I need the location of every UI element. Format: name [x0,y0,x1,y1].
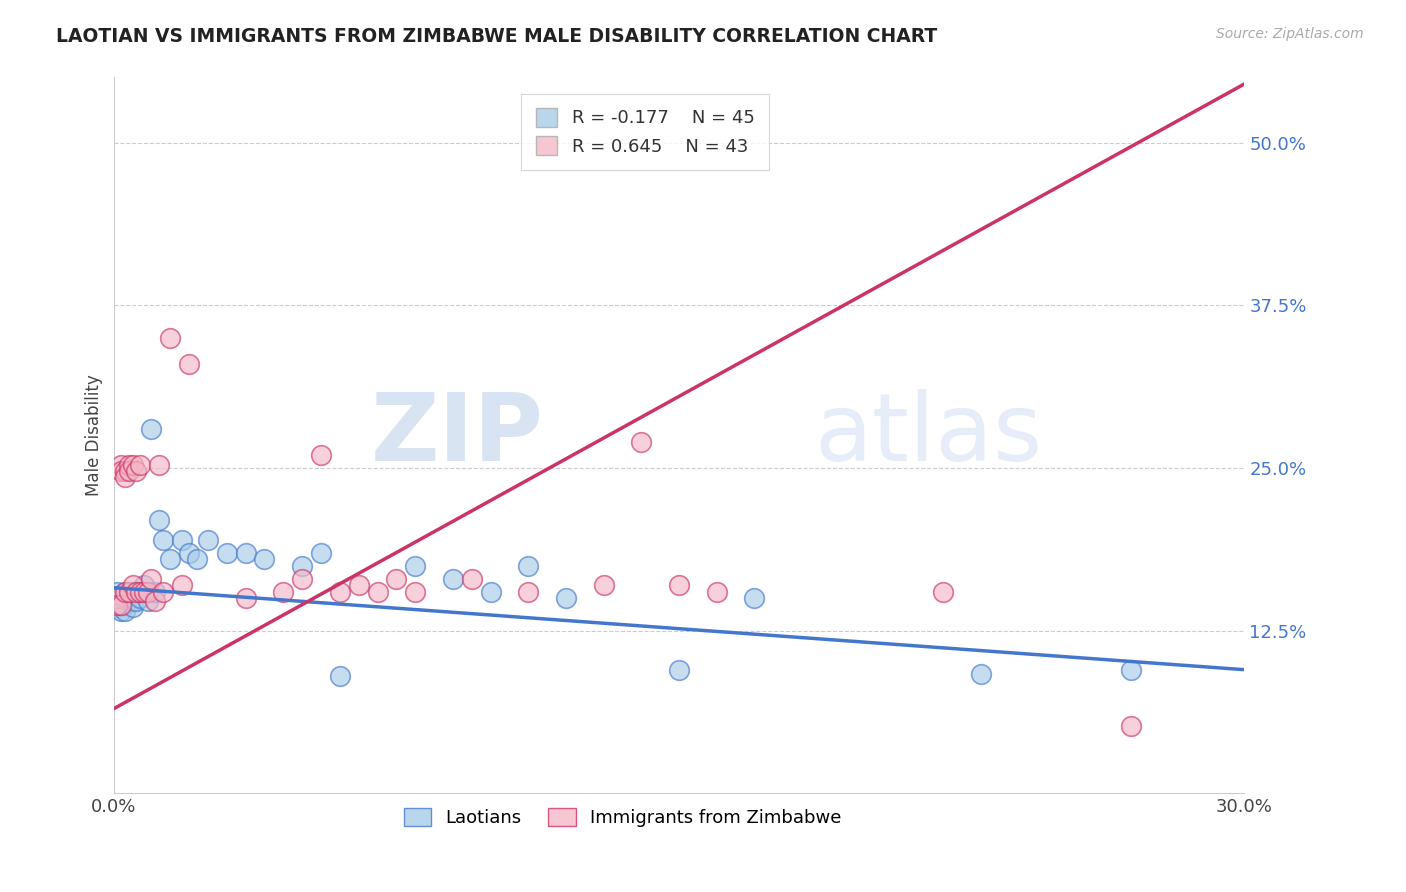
Point [121,584,143,599]
Point [148,458,170,473]
Point [118,458,141,473]
Point [404,558,426,573]
Point [152,533,174,547]
Point [129,458,152,473]
Point [1121,719,1143,733]
Point [129,584,152,599]
Point [235,545,257,559]
Point [110,591,132,606]
Point [555,591,578,606]
Point [932,584,955,599]
Point [110,604,132,618]
Point [385,572,408,586]
Point [668,663,690,677]
Point [141,572,163,586]
Point [141,422,163,436]
Point [136,593,159,607]
Point [197,533,219,547]
Point [121,593,143,607]
Point [110,598,132,612]
Point [118,589,141,603]
Y-axis label: Male Disability: Male Disability [86,375,103,496]
Point [107,593,129,607]
Point [125,584,148,599]
Point [441,572,464,586]
Point [329,584,352,599]
Point [136,584,159,599]
Point [309,545,332,559]
Point [630,434,652,449]
Point [461,572,484,586]
Point [143,593,166,607]
Point [309,448,332,462]
Point [148,513,170,527]
Text: Source: ZipAtlas.com: Source: ZipAtlas.com [1216,27,1364,41]
Text: ZIP: ZIP [371,390,543,482]
Point [114,604,136,618]
Point [367,584,389,599]
Point [129,584,152,599]
Point [107,591,129,606]
Point [114,584,136,599]
Point [177,545,200,559]
Point [118,464,141,478]
Point [118,584,141,599]
Text: LAOTIAN VS IMMIGRANTS FROM ZIMBABWE MALE DISABILITY CORRELATION CHART: LAOTIAN VS IMMIGRANTS FROM ZIMBABWE MALE… [56,27,938,45]
Point [159,331,181,345]
Point [291,572,314,586]
Point [668,578,690,592]
Point [114,598,136,612]
Legend: Laotians, Immigrants from Zimbabwe: Laotians, Immigrants from Zimbabwe [396,801,849,834]
Point [291,558,314,573]
Point [121,458,143,473]
Point [107,584,129,599]
Point [159,552,181,566]
Point [125,464,148,478]
Point [114,584,136,599]
Point [969,666,991,681]
Point [121,578,143,592]
Point [110,458,132,473]
Point [110,464,132,478]
Point [235,591,257,606]
Point [107,598,129,612]
Point [592,578,614,592]
Point [1121,663,1143,677]
Point [253,552,276,566]
Point [143,584,166,599]
Point [517,584,540,599]
Point [170,578,193,592]
Point [110,598,132,612]
Point [118,593,141,607]
Text: atlas: atlas [814,390,1043,482]
Point [177,357,200,371]
Point [107,600,129,615]
Point [132,578,155,592]
Point [706,584,728,599]
Point [744,591,766,606]
Point [215,545,238,559]
Point [517,558,540,573]
Point [125,584,148,599]
Point [121,600,143,615]
Point [114,591,136,606]
Point [125,593,148,607]
Point [170,533,193,547]
Point [347,578,370,592]
Point [479,584,502,599]
Point [273,584,295,599]
Point [132,584,155,599]
Point [186,552,208,566]
Point [404,584,426,599]
Point [114,470,136,484]
Point [329,669,352,683]
Point [114,464,136,478]
Point [152,584,174,599]
Point [129,591,152,606]
